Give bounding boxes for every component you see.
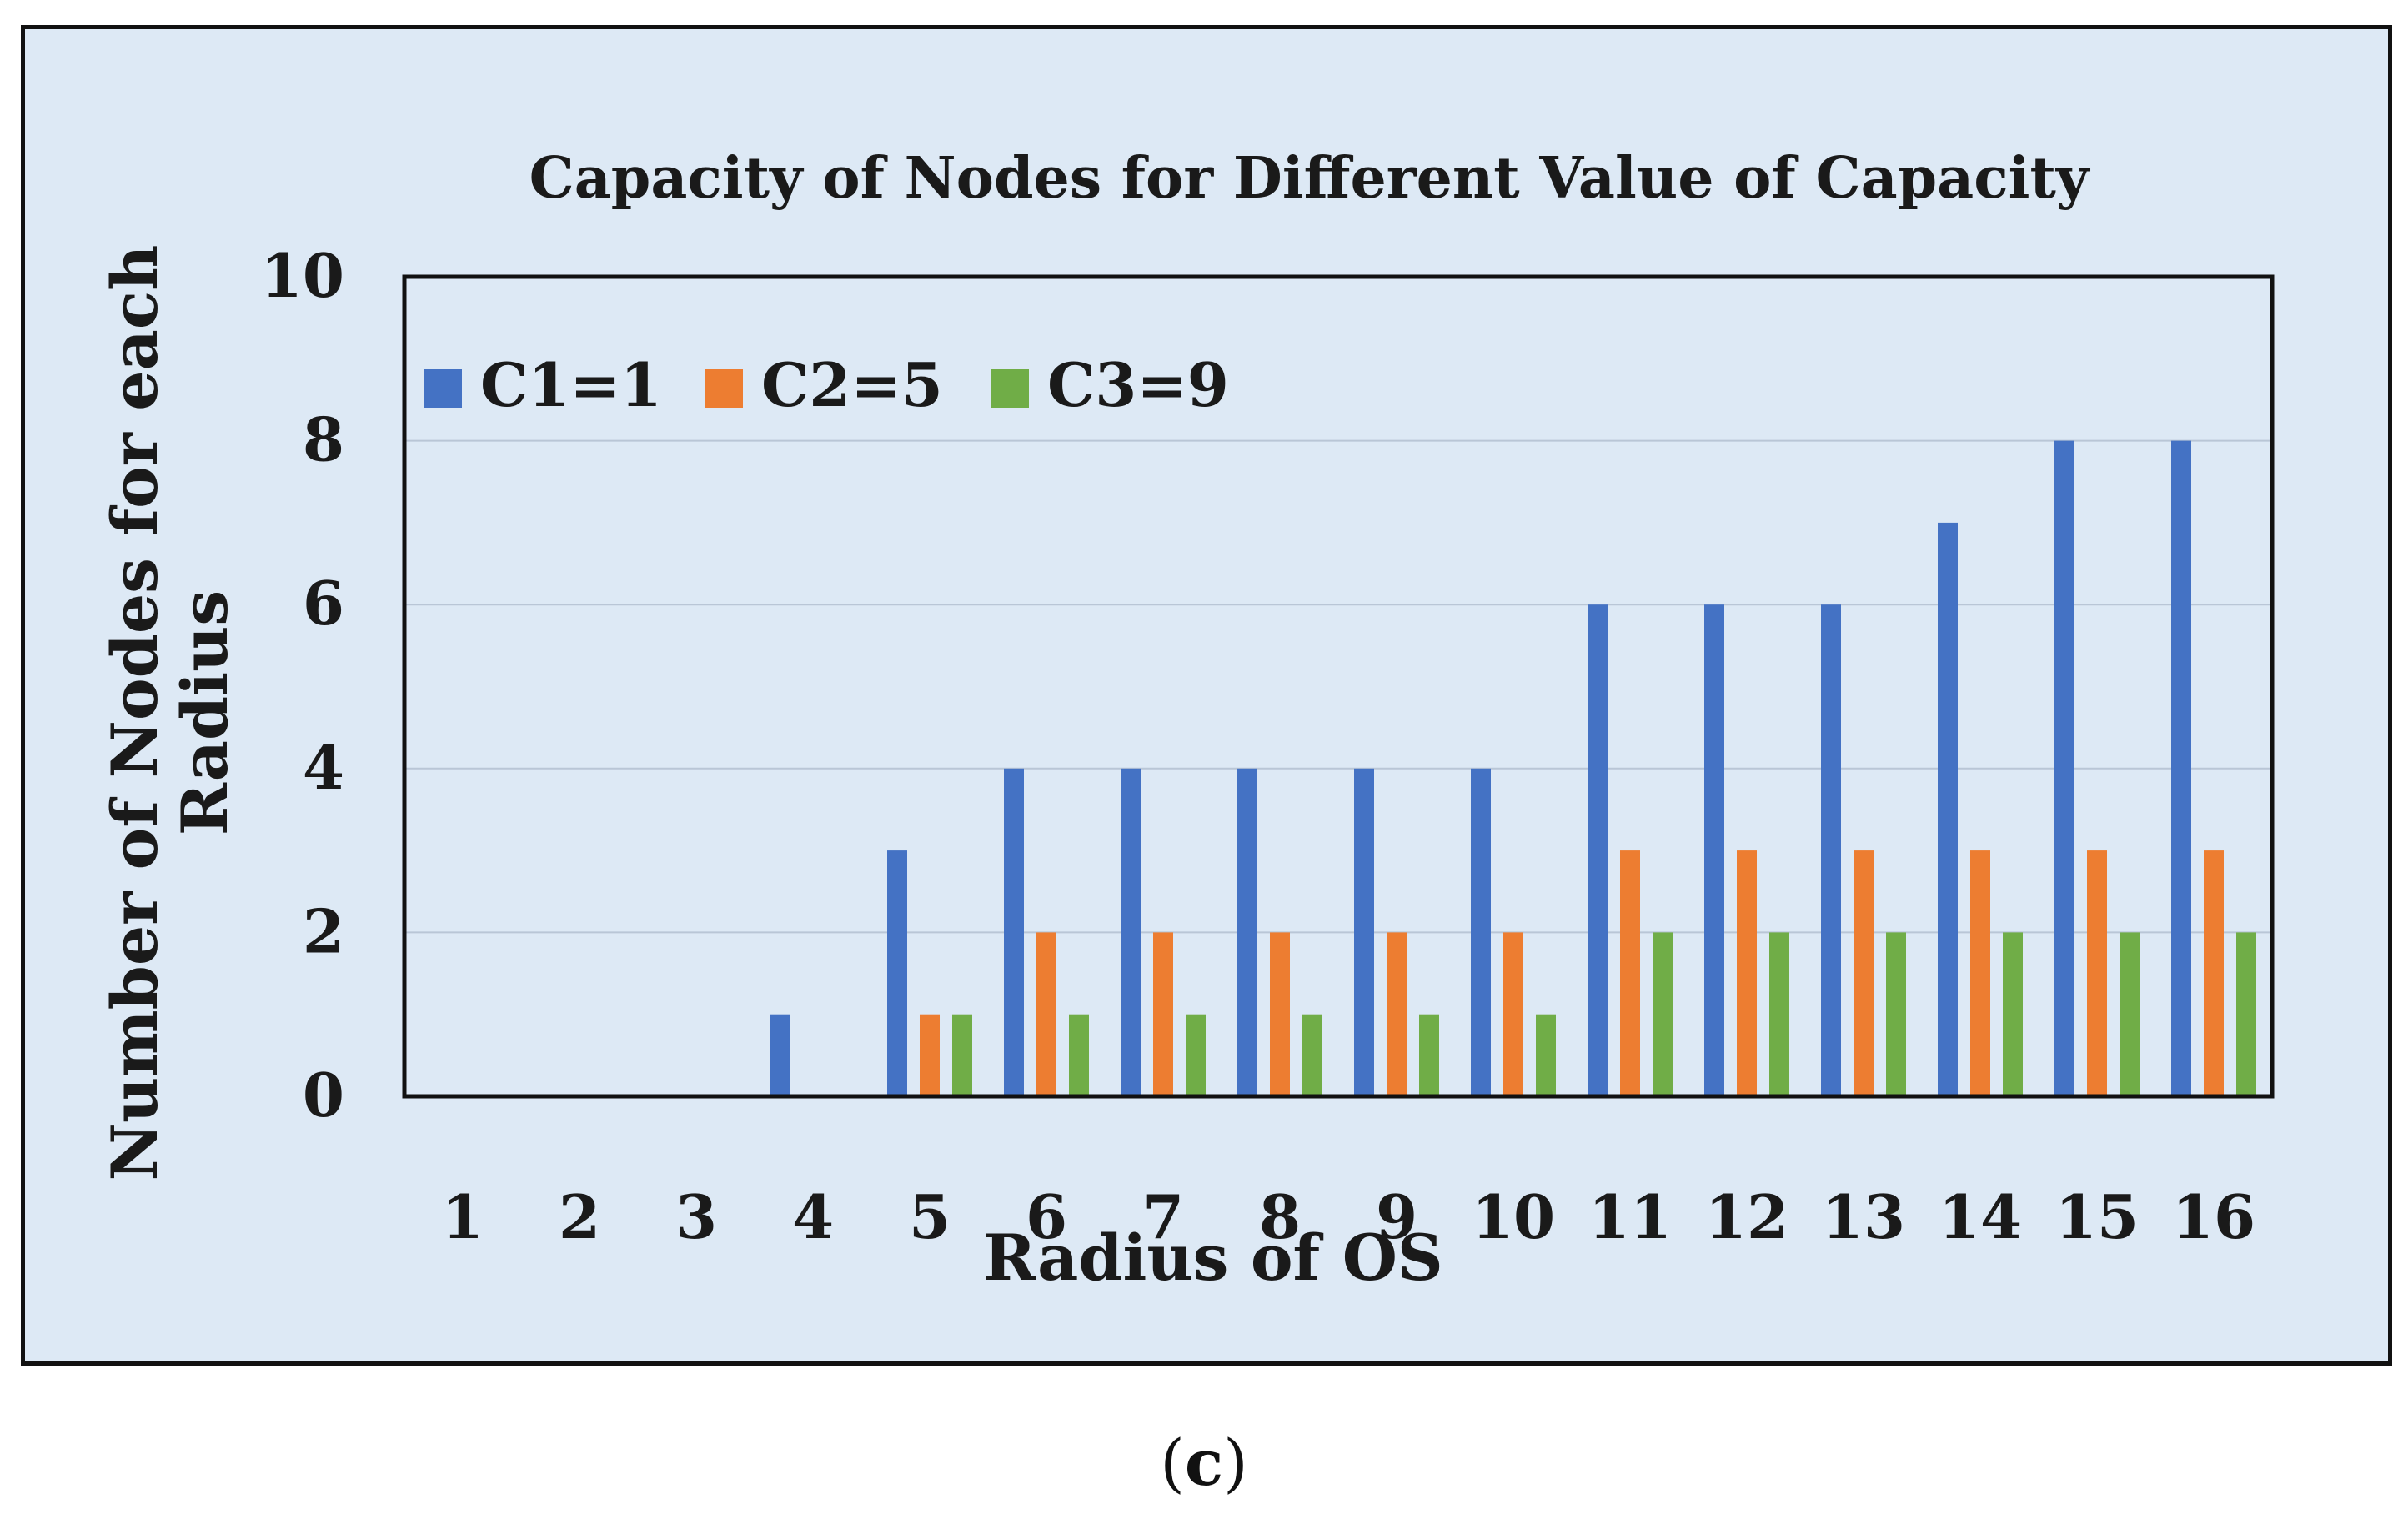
legend-label: C1=1 — [480, 349, 662, 420]
bar-C2=5-r13 — [1854, 850, 1874, 1096]
x-tick-label: 6 — [1026, 1181, 1067, 1252]
figure-caption: (c) — [0, 1426, 2408, 1500]
x-tick-label: 2 — [559, 1181, 600, 1252]
bar-C2=5-r6 — [1036, 932, 1056, 1096]
bar-C2=5-r14 — [1970, 850, 1990, 1096]
bar-C3=9-r5 — [952, 1014, 972, 1096]
bar-C2=5-r11 — [1620, 850, 1640, 1096]
legend-swatch-C1=1 — [424, 369, 462, 408]
y-axis-label: Number of Nodes for each Radius — [98, 245, 242, 1181]
bar-C2=5-r9 — [1387, 932, 1407, 1096]
chart-frame: Capacity of Nodes for Different Value of… — [21, 25, 2392, 1366]
x-tick-label: 5 — [909, 1181, 951, 1252]
bar-C3=9-r12 — [1769, 932, 1789, 1096]
bar-C1=1-r4 — [770, 1014, 790, 1096]
bar-C3=9-r15 — [2120, 932, 2140, 1096]
x-tick-label: 13 — [1822, 1181, 1905, 1252]
x-tick-label: 14 — [1939, 1181, 2022, 1252]
bar-C3=9-r10 — [1536, 1014, 1556, 1096]
bars — [770, 440, 2256, 1096]
bar-C2=5-r16 — [2204, 850, 2224, 1096]
x-tick-label: 8 — [1259, 1181, 1301, 1252]
x-tick-label: 12 — [1705, 1181, 1788, 1252]
caption-close: ) — [1223, 1426, 1248, 1500]
bar-C1=1-r7 — [1121, 768, 1141, 1096]
bar-C1=1-r6 — [1004, 768, 1024, 1096]
x-tick-labels: 1 2 3 4 5 6 7 8 9 10 11 12 13 14 15 16 — [442, 1181, 2255, 1252]
chart-svg: Capacity of Nodes for Different Value of… — [98, 145, 2275, 1295]
y-tick-label: 2 — [303, 895, 344, 966]
legend-label: C3=9 — [1047, 349, 1229, 420]
bar-C3=9-r16 — [2236, 932, 2256, 1096]
bar-C2=5-r15 — [2087, 850, 2107, 1096]
y-tick-label: 10 — [261, 240, 344, 311]
chart-title: Capacity of Nodes for Different Value of… — [529, 145, 2091, 212]
legend: C1=1 C2=5 C3=9 — [424, 349, 1229, 420]
bar-C3=9-r11 — [1653, 932, 1673, 1096]
legend-swatch-C3=9 — [991, 369, 1029, 408]
y-tick-label: 0 — [303, 1060, 344, 1130]
y-axis-label-line-2: Radius — [168, 590, 242, 835]
x-axis-label: Radius of OS — [983, 1221, 1443, 1295]
bar-C1=1-r12 — [1704, 604, 1724, 1096]
gridlines — [404, 439, 2272, 934]
y-tick-labels: 0 2 4 6 8 10 — [261, 240, 344, 1130]
bar-C1=1-r5 — [887, 850, 907, 1096]
bar-C2=5-r10 — [1503, 932, 1523, 1096]
y-tick-label: 4 — [303, 732, 344, 803]
bar-C3=9-r14 — [2003, 932, 2023, 1096]
bar-C3=9-r6 — [1069, 1014, 1089, 1096]
bar-C2=5-r7 — [1153, 932, 1173, 1096]
x-tick-label: 7 — [1142, 1181, 1184, 1252]
bar-C1=1-r16 — [2171, 440, 2191, 1096]
bar-C3=9-r9 — [1419, 1014, 1439, 1096]
x-tick-label: 1 — [442, 1181, 484, 1252]
bar-C2=5-r8 — [1270, 932, 1290, 1096]
bar-C1=1-r14 — [1938, 522, 1958, 1096]
x-tick-label: 11 — [1588, 1181, 1672, 1252]
caption-letter: c — [1184, 1426, 1224, 1500]
bar-C1=1-r13 — [1821, 604, 1841, 1096]
plot-area-border — [402, 274, 2275, 1099]
bar-C1=1-r11 — [1588, 604, 1608, 1096]
bar-C1=1-r8 — [1237, 768, 1257, 1096]
y-tick-label: 8 — [303, 404, 344, 475]
y-tick-label: 6 — [303, 568, 344, 639]
x-tick-label: 15 — [2055, 1181, 2139, 1252]
caption-open: ( — [1160, 1426, 1185, 1500]
bar-C3=9-r7 — [1186, 1014, 1206, 1096]
legend-swatch-C2=5 — [705, 369, 743, 408]
bar-C1=1-r9 — [1354, 768, 1374, 1096]
y-axis-label-line-1: Number of Nodes for each — [98, 245, 172, 1181]
x-tick-label: 4 — [792, 1181, 834, 1252]
bar-C3=9-r8 — [1302, 1014, 1322, 1096]
legend-label: C2=5 — [761, 349, 943, 420]
bar-C1=1-r10 — [1471, 768, 1491, 1096]
x-tick-label: 3 — [675, 1181, 717, 1252]
bar-C1=1-r15 — [2054, 440, 2074, 1096]
bar-C2=5-r5 — [920, 1014, 940, 1096]
x-tick-label: 10 — [1472, 1181, 1555, 1252]
bar-C3=9-r13 — [1886, 932, 1906, 1096]
bar-C2=5-r12 — [1737, 850, 1757, 1096]
x-tick-label: 16 — [2172, 1181, 2255, 1252]
x-tick-label: 9 — [1376, 1181, 1417, 1252]
